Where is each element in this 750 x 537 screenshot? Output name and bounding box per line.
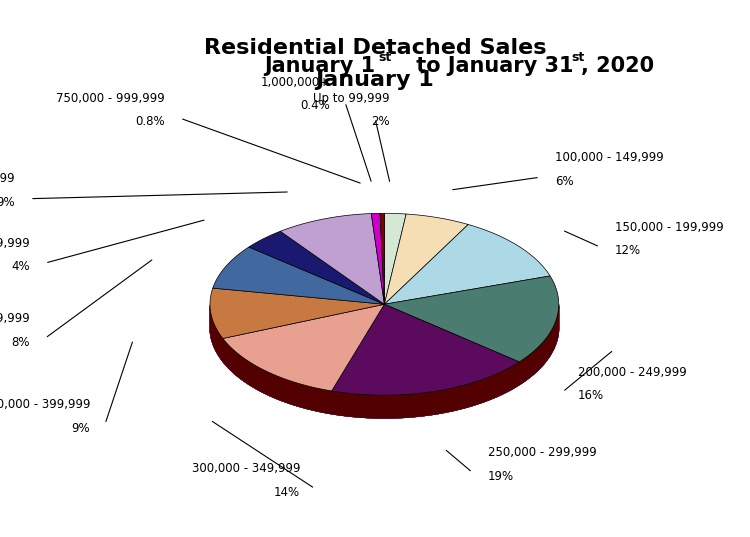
Text: Up to 99,999: Up to 99,999	[314, 92, 390, 105]
Text: 450,000 - 499,999: 450,000 - 499,999	[0, 237, 30, 250]
Polygon shape	[210, 308, 559, 418]
Text: 12%: 12%	[615, 244, 641, 257]
Text: 350,000 - 399,999: 350,000 - 399,999	[0, 398, 90, 411]
Text: 4%: 4%	[11, 260, 30, 273]
Text: 1,000,000+: 1,000,000+	[261, 76, 330, 89]
Polygon shape	[223, 304, 384, 391]
Text: 6%: 6%	[555, 175, 574, 187]
Polygon shape	[371, 213, 384, 304]
Polygon shape	[384, 213, 406, 304]
Text: Residential Detached Sales: Residential Detached Sales	[204, 38, 546, 57]
Text: 300,000 - 349,999: 300,000 - 349,999	[191, 462, 300, 475]
Polygon shape	[332, 304, 519, 395]
Polygon shape	[210, 309, 558, 413]
Polygon shape	[210, 304, 559, 418]
Text: to January 31: to January 31	[409, 56, 573, 76]
Polygon shape	[211, 309, 559, 418]
Text: 19%: 19%	[488, 470, 514, 483]
Text: st: st	[572, 51, 585, 64]
Polygon shape	[211, 306, 559, 418]
Polygon shape	[384, 276, 559, 362]
Text: , 2020: , 2020	[581, 56, 654, 76]
Text: January 1: January 1	[316, 70, 434, 90]
Text: 0.4%: 0.4%	[300, 99, 330, 112]
Text: 0.8%: 0.8%	[135, 115, 165, 128]
Text: 250,000 - 299,999: 250,000 - 299,999	[488, 446, 596, 459]
Text: 750,000 - 999,999: 750,000 - 999,999	[56, 92, 165, 105]
Text: 400,000 - 449,999: 400,000 - 449,999	[0, 312, 30, 325]
Polygon shape	[211, 313, 558, 418]
Text: January 1: January 1	[264, 56, 375, 76]
Polygon shape	[380, 213, 384, 304]
Polygon shape	[213, 247, 384, 304]
Text: 500,000 - 749,999: 500,000 - 749,999	[0, 172, 15, 185]
Polygon shape	[280, 214, 384, 304]
Text: 16%: 16%	[578, 389, 604, 402]
Text: 100,000 - 149,999: 100,000 - 149,999	[555, 151, 664, 164]
Text: 150,000 - 199,999: 150,000 - 199,999	[615, 221, 724, 234]
Polygon shape	[210, 306, 559, 418]
Polygon shape	[384, 224, 550, 304]
Text: st: st	[379, 51, 392, 64]
Text: 9%: 9%	[0, 196, 15, 209]
Text: 9%: 9%	[71, 422, 90, 434]
Polygon shape	[210, 306, 558, 418]
Text: 14%: 14%	[274, 486, 300, 499]
Polygon shape	[210, 308, 519, 418]
Polygon shape	[249, 231, 384, 304]
Text: 2%: 2%	[371, 115, 390, 128]
Text: 8%: 8%	[11, 336, 30, 349]
Polygon shape	[223, 308, 559, 418]
Polygon shape	[384, 214, 468, 304]
Text: 200,000 - 249,999: 200,000 - 249,999	[578, 366, 686, 379]
Polygon shape	[210, 306, 559, 418]
Polygon shape	[210, 305, 559, 418]
Polygon shape	[210, 288, 384, 338]
